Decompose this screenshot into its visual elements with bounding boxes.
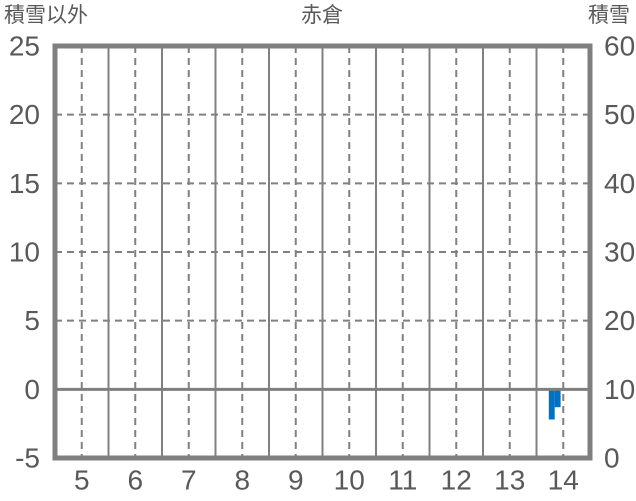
plot-border <box>52 43 593 461</box>
x-axis-tick-label: 8 <box>234 465 250 496</box>
right-axis-tick-label: 20 <box>604 305 635 336</box>
x-axis-tick-label: 11 <box>388 465 417 496</box>
chart-title: 赤倉 <box>301 3 343 27</box>
left-axis-tick-label: 25 <box>9 31 40 62</box>
x-axis-tick-label: 6 <box>127 465 143 496</box>
left-axis-tick-label: 15 <box>9 168 40 199</box>
right-axis-tick-label: 40 <box>604 168 635 199</box>
left-axis-tick-label: -5 <box>15 443 40 474</box>
left-axis-tick-label: 10 <box>9 237 40 268</box>
left-axis-tick-label: 20 <box>9 99 40 130</box>
x-axis-tick-label: 9 <box>288 465 304 496</box>
left-axis-tick-label: 0 <box>24 374 40 405</box>
right-axis-tick-label: 30 <box>604 237 635 268</box>
right-axis-tick-label: 50 <box>604 99 635 130</box>
left-axis-tick-label: 5 <box>24 305 40 336</box>
left-axis-title: 積雪以外 <box>4 3 88 27</box>
right-axis-tick-label: 10 <box>604 374 635 405</box>
right-axis-title: 積雪 <box>588 3 630 27</box>
x-axis-tick-label: 7 <box>181 465 197 496</box>
snowfall-bar <box>554 389 561 408</box>
right-axis-tick-label: 0 <box>604 443 620 474</box>
x-axis-tick-label: 5 <box>74 465 90 496</box>
snowfall-bar <box>548 389 555 420</box>
x-axis-tick-label: 12 <box>441 465 472 496</box>
x-axis-tick-label: 13 <box>494 465 525 496</box>
x-axis-tick-label: 14 <box>548 465 579 496</box>
right-axis-tick-label: 60 <box>604 31 635 62</box>
x-axis-tick-label: 10 <box>334 465 365 496</box>
